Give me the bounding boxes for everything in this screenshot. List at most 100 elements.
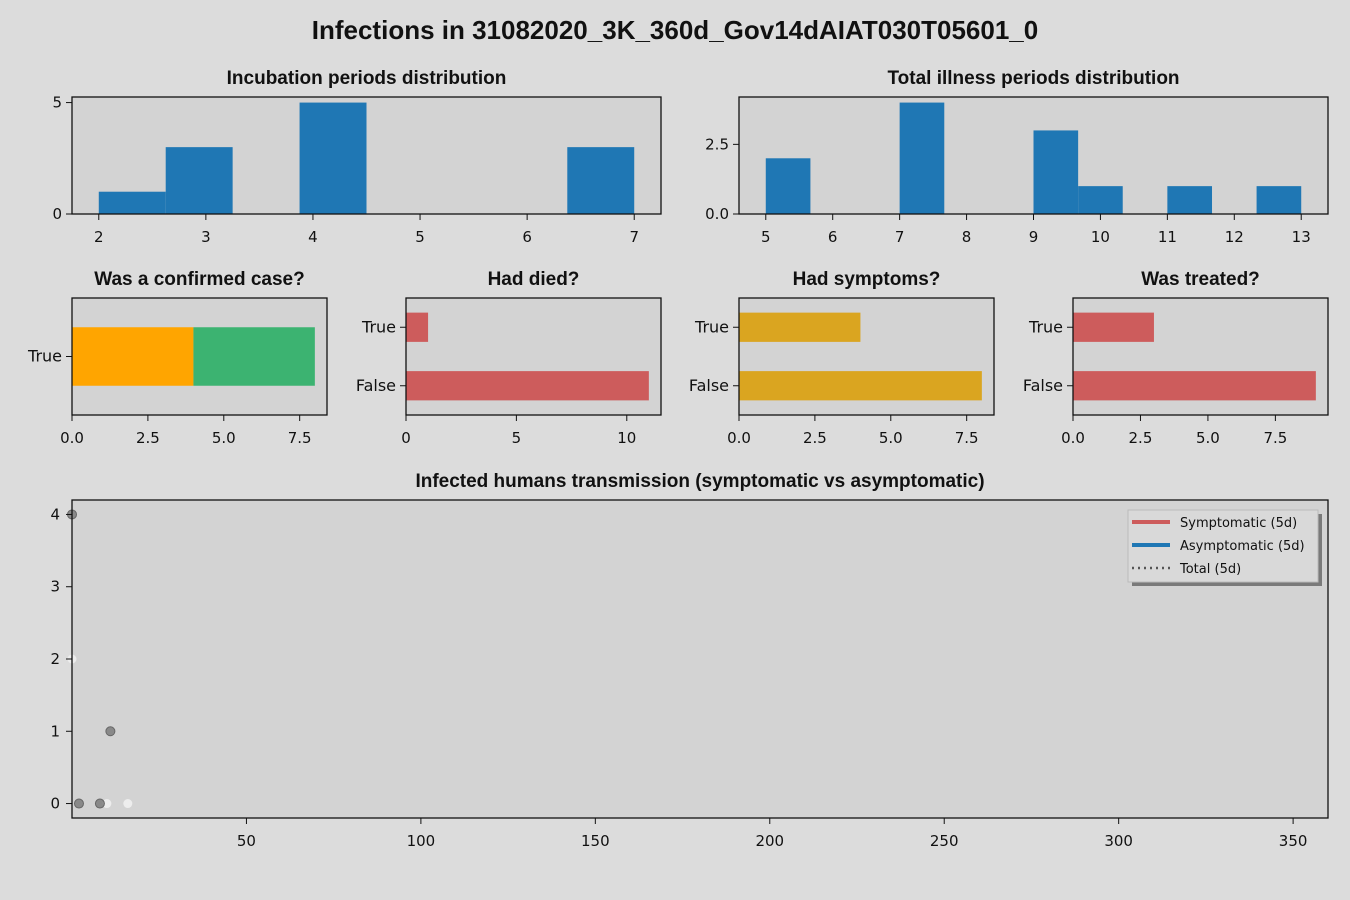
confirmed-bar-segment bbox=[72, 327, 194, 386]
incubation-title: Incubation periods distribution bbox=[227, 68, 507, 89]
legend-label: Total (5d) bbox=[1179, 562, 1241, 577]
illness-frame bbox=[738, 96, 1329, 215]
died-frame bbox=[405, 297, 662, 416]
panel-died: Had died? True False 0 5 10 bbox=[356, 269, 662, 447]
incubation-xtick-label: 5 bbox=[415, 228, 425, 246]
illness-xtick-label: 11 bbox=[1158, 228, 1177, 246]
panel-transmission: Infected humans transmission (symptomati… bbox=[50, 471, 1329, 850]
figure-suptitle: Infections in 31082020_3K_360d_Gov14dAIA… bbox=[312, 15, 1038, 45]
transmission-point-dark bbox=[105, 726, 116, 737]
illness-title: Total illness periods distribution bbox=[887, 68, 1179, 89]
symptoms-category-label: True bbox=[694, 317, 729, 336]
confirmed-bar-segment bbox=[193, 327, 315, 386]
transmission-title: Infected humans transmission (symptomati… bbox=[415, 471, 984, 492]
incubation-bar bbox=[165, 147, 233, 214]
symptoms-bar bbox=[739, 371, 982, 401]
died-category-label: False bbox=[356, 376, 396, 395]
incubation-xtick-label: 4 bbox=[308, 228, 318, 246]
treated-xtick-label: 7.5 bbox=[1263, 429, 1287, 447]
transmission-xtick-label: 200 bbox=[755, 832, 784, 850]
illness-ytick-label: 0.0 bbox=[705, 205, 729, 223]
illness-bar bbox=[1167, 186, 1213, 214]
incubation-xtick-label: 7 bbox=[629, 228, 639, 246]
treated-xtick-label: 5.0 bbox=[1196, 429, 1220, 447]
transmission-point-light bbox=[123, 799, 133, 809]
symptoms-xtick-label: 2.5 bbox=[803, 429, 827, 447]
illness-xtick-label: 5 bbox=[761, 228, 771, 246]
transmission-ytick-label: 2 bbox=[50, 650, 60, 668]
symptoms-xtick-label: 5.0 bbox=[879, 429, 903, 447]
panel-confirmed: Was a confirmed case? True 0.0 2.5 5.0 7.5 bbox=[27, 269, 328, 447]
treated-category-label: True bbox=[1028, 317, 1063, 336]
died-bar bbox=[406, 371, 649, 401]
symptoms-bar bbox=[739, 312, 861, 342]
died-bar bbox=[406, 312, 429, 342]
illness-xtick-label: 6 bbox=[828, 228, 838, 246]
illness-xtick-label: 13 bbox=[1292, 228, 1311, 246]
treated-category-label: False bbox=[1023, 376, 1063, 395]
illness-xtick-label: 10 bbox=[1091, 228, 1110, 246]
died-xtick-label: 5 bbox=[512, 429, 522, 447]
symptoms-frame bbox=[738, 297, 995, 416]
transmission-point-light bbox=[102, 799, 112, 809]
treated-xtick-label: 0.0 bbox=[1061, 429, 1085, 447]
transmission-ytick-label: 4 bbox=[50, 505, 60, 523]
illness-xtick-label: 8 bbox=[962, 228, 972, 246]
incubation-bar bbox=[567, 147, 635, 214]
confirmed-title: Was a confirmed case? bbox=[94, 269, 304, 290]
transmission-ytick-label: 3 bbox=[50, 578, 60, 596]
treated-bar bbox=[1073, 371, 1316, 401]
symptoms-xtick-label: 0.0 bbox=[727, 429, 751, 447]
illness-xtick-label: 9 bbox=[1029, 228, 1039, 246]
incubation-xtick-label: 2 bbox=[94, 228, 104, 246]
incubation-ytick-label: 5 bbox=[52, 94, 62, 112]
illness-ytick-label: 2.5 bbox=[705, 135, 729, 153]
treated-bar bbox=[1073, 312, 1154, 342]
incubation-xtick-label: 6 bbox=[522, 228, 532, 246]
confirmed-xtick-label: 5.0 bbox=[212, 429, 236, 447]
treated-title: Was treated? bbox=[1141, 269, 1260, 290]
treated-frame bbox=[1072, 297, 1329, 416]
died-xtick-label: 0 bbox=[401, 429, 411, 447]
legend-label: Symptomatic (5d) bbox=[1180, 516, 1297, 531]
confirmed-category-label: True bbox=[27, 347, 62, 366]
panel-illness: Total illness periods distribution 5 6 7 8 9 1… bbox=[705, 68, 1329, 246]
transmission-xtick-label: 100 bbox=[407, 832, 436, 850]
confirmed-frame bbox=[71, 297, 328, 416]
confirmed-xtick-label: 7.5 bbox=[288, 429, 312, 447]
illness-xtick-label: 7 bbox=[895, 228, 905, 246]
illness-bar bbox=[1078, 186, 1123, 214]
incubation-bar bbox=[299, 102, 367, 214]
transmission-xtick-label: 150 bbox=[581, 832, 610, 850]
illness-bar bbox=[1033, 130, 1079, 214]
symptoms-category-label: False bbox=[689, 376, 729, 395]
panel-treated: Was treated? True False 0.0 2.5 5.0 7.5 bbox=[1023, 269, 1329, 447]
transmission-xtick-label: 50 bbox=[237, 832, 256, 850]
legend-label: Asymptomatic (5d) bbox=[1180, 539, 1305, 554]
transmission-xtick-label: 350 bbox=[1279, 832, 1308, 850]
transmission-plot-area bbox=[72, 500, 1328, 818]
died-title: Had died? bbox=[488, 269, 580, 290]
illness-bar bbox=[765, 158, 811, 214]
transmission-xtick-label: 250 bbox=[930, 832, 959, 850]
panel-incubation: Incubation periods distribution 2 3 4 5 6 7 0 5 bbox=[52, 68, 662, 246]
treated-xtick-label: 2.5 bbox=[1129, 429, 1153, 447]
symptoms-xtick-label: 7.5 bbox=[955, 429, 979, 447]
illness-bar bbox=[1256, 186, 1302, 214]
transmission-xtick-label: 300 bbox=[1104, 832, 1133, 850]
incubation-ytick-label: 0 bbox=[52, 205, 62, 223]
symptoms-title: Had symptoms? bbox=[793, 269, 941, 290]
incubation-bar bbox=[98, 191, 166, 214]
incubation-xtick-label: 3 bbox=[201, 228, 211, 246]
transmission-frame bbox=[71, 499, 1329, 819]
died-xtick-label: 10 bbox=[617, 429, 636, 447]
transmission-point-dark bbox=[73, 798, 84, 809]
confirmed-xtick-label: 0.0 bbox=[60, 429, 84, 447]
confirmed-xtick-label: 2.5 bbox=[136, 429, 160, 447]
transmission-legend: Symptomatic (5d) Asymptomatic (5d) Total (… bbox=[1127, 509, 1322, 586]
transmission-ytick-label: 1 bbox=[50, 722, 60, 740]
panel-symptoms: Had symptoms? True False 0.0 2.5 5.0 7.5 bbox=[689, 269, 995, 447]
transmission-ytick-label: 0 bbox=[50, 795, 60, 813]
